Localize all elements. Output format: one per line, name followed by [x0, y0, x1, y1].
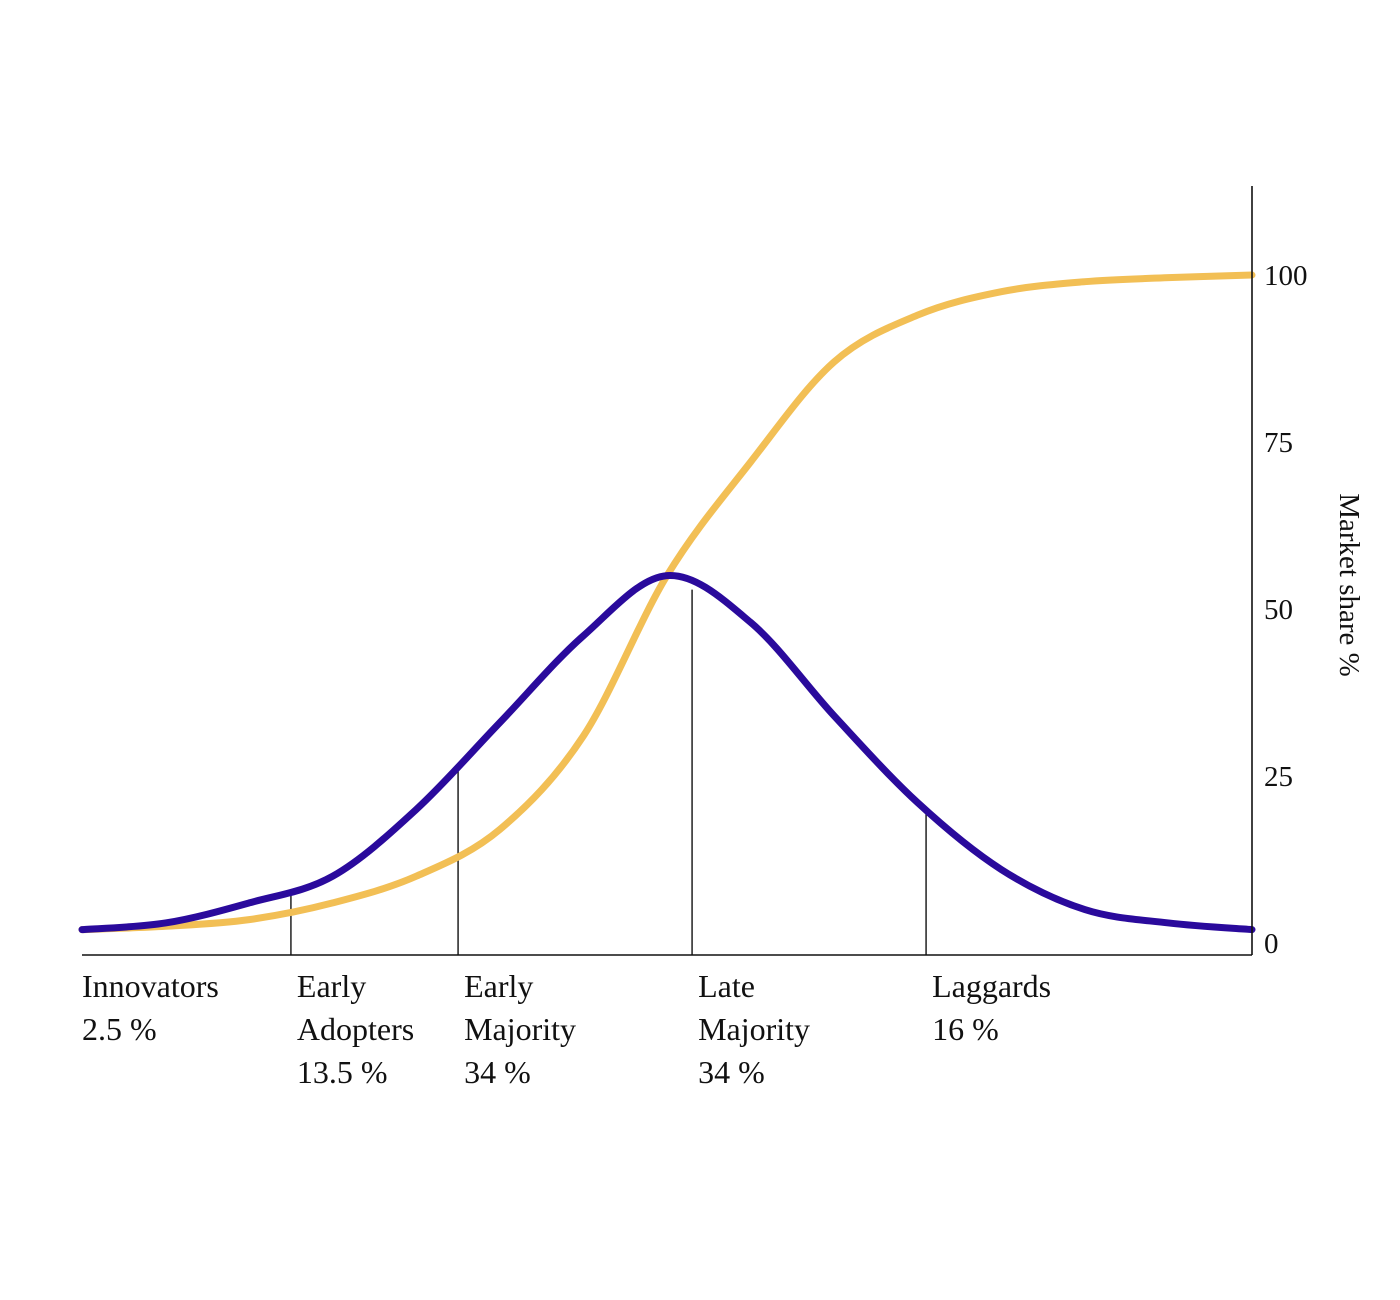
series-lines	[78, 271, 1256, 934]
segment-label-3-line-3: 34 %	[464, 1054, 531, 1090]
segment-label-3-line-2: Majority	[464, 1011, 576, 1047]
segment-label-3-line-1: Early	[464, 968, 533, 1004]
divider-lines	[290, 589, 927, 955]
segment-label-4-line-1: Late	[698, 968, 755, 1004]
y-tick-label-50: 50	[1264, 594, 1293, 626]
segment-label-4-line-2: Majority	[698, 1011, 810, 1047]
segment-label-4-line-3: 34 %	[698, 1054, 765, 1090]
y-tick-label-25: 25	[1264, 761, 1293, 793]
y-tick-label-0: 0	[1264, 928, 1279, 960]
y-axis-ticks: 0 25 50 75 100	[1264, 260, 1308, 960]
segment-label-5-line-1: Laggards	[932, 968, 1051, 1004]
y-tick-label-100: 100	[1264, 260, 1308, 292]
adoption-bell-curve	[78, 572, 1256, 934]
segment-labels: Innovators 2.5 % Early Adopters 13.5 % Early M…	[82, 968, 1051, 1090]
y-tick-label-75: 75	[1264, 427, 1293, 459]
segment-label-1-line-2: 2.5 %	[82, 1011, 157, 1047]
segment-label-1-line-1: Innovators	[82, 968, 219, 1004]
segment-label-2-line-1: Early	[297, 968, 366, 1004]
segment-label-5-line-2: 16 %	[932, 1011, 999, 1047]
segment-label-2-line-3: 13.5 %	[297, 1054, 388, 1090]
y-axis-title: Market share %	[1333, 493, 1365, 677]
market-share-s-curve	[78, 271, 1256, 934]
segment-label-2-line-2: Adopters	[297, 1011, 414, 1047]
